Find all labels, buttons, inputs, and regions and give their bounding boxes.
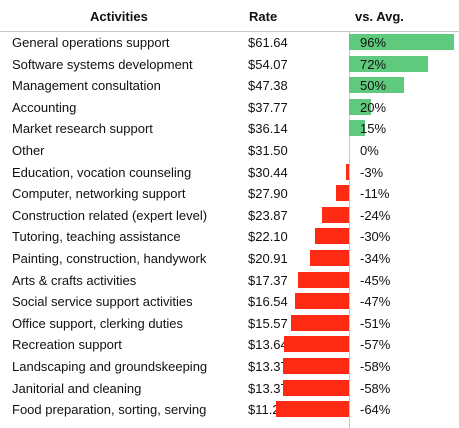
table-row: Construction related (expert level) $23.8… <box>0 205 459 227</box>
vs-avg-header: vs. Avg. <box>355 9 404 24</box>
activity-label: Office support, clerking duties <box>12 315 184 331</box>
vs-avg-label: -57% <box>360 337 391 353</box>
rate-value: $13.64 <box>248 337 288 353</box>
table-row: Arts & crafts activities $17.37 -45% <box>0 270 459 292</box>
table-row: Education, vocation counseling $30.44 -3% <box>0 162 459 184</box>
vs-avg-label: -64% <box>360 402 391 418</box>
activities-header: Activities <box>90 9 148 24</box>
rate-value: $47.38 <box>248 78 288 94</box>
activity-label: Social service support activities <box>12 294 193 310</box>
rate-value: $27.90 <box>248 186 288 202</box>
table-row: Software systems development $54.07 72% <box>0 54 459 76</box>
activity-label: Tutoring, teaching assistance <box>12 229 181 245</box>
rate-value: $20.91 <box>248 251 288 266</box>
vs-avg-label: 72% <box>360 56 387 72</box>
table-header: Activities Rate vs. Avg. <box>0 0 459 32</box>
vs-avg-label: -30% <box>360 229 391 245</box>
rate-value: $54.07 <box>248 56 288 72</box>
activity-label: Arts & crafts activities <box>12 272 137 288</box>
vs-avg-label: -3% <box>360 164 384 180</box>
negative-bar <box>321 206 349 223</box>
table-row: General operations support $61.64 96% <box>0 32 459 54</box>
rate-value: $13.37 <box>248 380 288 396</box>
positive-bar <box>349 98 371 115</box>
positive-bar <box>349 55 428 72</box>
vs-avg-label: -34% <box>360 251 391 266</box>
rate-value: $17.37 <box>248 272 288 288</box>
negative-bar <box>345 163 349 180</box>
vs-avg-label: -11% <box>360 186 390 202</box>
rate-value: $31.50 <box>248 143 288 158</box>
rate-value: $23.87 <box>248 207 288 223</box>
vs-avg-label: 20% <box>360 99 387 115</box>
negative-bar <box>290 314 349 331</box>
activity-label: Management consultation <box>12 78 161 94</box>
activity-label: Landscaping and groundskeeping <box>12 359 208 374</box>
vs-avg-label: -45% <box>360 272 391 288</box>
negative-bar <box>282 358 349 374</box>
activity-label: Food preparation, sorting, serving <box>12 402 207 418</box>
rate-value: $61.64 <box>248 35 288 50</box>
table-row: Landscaping and groundskeeping $13.37 -58% <box>0 356 459 378</box>
vs-avg-label: -58% <box>360 380 391 396</box>
rate-value: $36.14 <box>248 121 288 137</box>
activity-label: Accounting <box>12 99 77 115</box>
activity-label: Computer, networking support <box>12 186 186 202</box>
activity-label: Painting, construction, handywork <box>12 251 207 266</box>
table-row: Social service support activities $16.54 -… <box>0 291 459 313</box>
table-row: Other $31.50 0% <box>0 140 459 162</box>
positive-bar <box>349 77 404 94</box>
vs-avg-label: -47% <box>360 294 391 310</box>
vs-avg-label: 0% <box>360 143 379 158</box>
table-row: Computer, networking support $27.90 -11% <box>0 183 459 205</box>
table-row: Painting, construction, handywork $20.91 -… <box>0 248 459 270</box>
rate-value: $22.10 <box>248 229 288 245</box>
activity-label: General operations support <box>12 35 170 50</box>
vs-avg-label: 96% <box>360 35 387 50</box>
table-row: Recreation support $13.64 -57% <box>0 334 459 356</box>
negative-bar <box>295 293 349 310</box>
negative-bar <box>276 401 349 418</box>
activity-label: Other <box>12 143 45 158</box>
negative-bar <box>282 379 349 396</box>
table-row: Food preparation, sorting, serving $11.28… <box>0 399 459 421</box>
table-row: Office support, clerking duties $15.57 -51… <box>0 313 459 335</box>
table-row: Accounting $37.77 20% <box>0 97 459 119</box>
activity-label: Market research support <box>12 121 153 137</box>
table-row: Market research support $36.14 15% <box>0 118 459 140</box>
rate-value: $30.44 <box>248 164 288 180</box>
table-row: Janitorial and cleaning $13.37 -58% <box>0 378 459 400</box>
negative-bar <box>310 250 349 266</box>
rate-value: $13.37 <box>248 359 288 374</box>
vs-avg-label: -58% <box>360 359 391 374</box>
negative-bar <box>314 228 349 245</box>
positive-bar <box>349 34 454 50</box>
negative-bar <box>336 185 349 202</box>
negative-bar <box>297 271 349 288</box>
rate-value: $15.57 <box>248 315 288 331</box>
activity-label: Software systems development <box>12 56 193 72</box>
vs-avg-label: -51% <box>360 315 391 331</box>
activity-label: Janitorial and cleaning <box>12 380 142 396</box>
rate-header: Rate <box>249 9 278 24</box>
positive-bar <box>349 120 366 137</box>
rate-value: $37.77 <box>248 99 288 115</box>
vs-avg-label: 15% <box>360 121 387 137</box>
negative-bar <box>283 336 349 353</box>
zero-axis-line <box>349 32 350 428</box>
activity-label: Recreation support <box>12 337 122 353</box>
rate-value: $16.54 <box>248 294 288 310</box>
vs-avg-label: 50% <box>360 78 387 94</box>
table-row: Tutoring, teaching assistance $22.10 -30% <box>0 226 459 248</box>
table-row: Management consultation $47.38 50% <box>0 75 459 97</box>
activity-label: Education, vocation counseling <box>12 164 192 180</box>
activity-label: Construction related (expert level) <box>12 207 208 223</box>
vs-avg-label: -24% <box>360 207 391 223</box>
